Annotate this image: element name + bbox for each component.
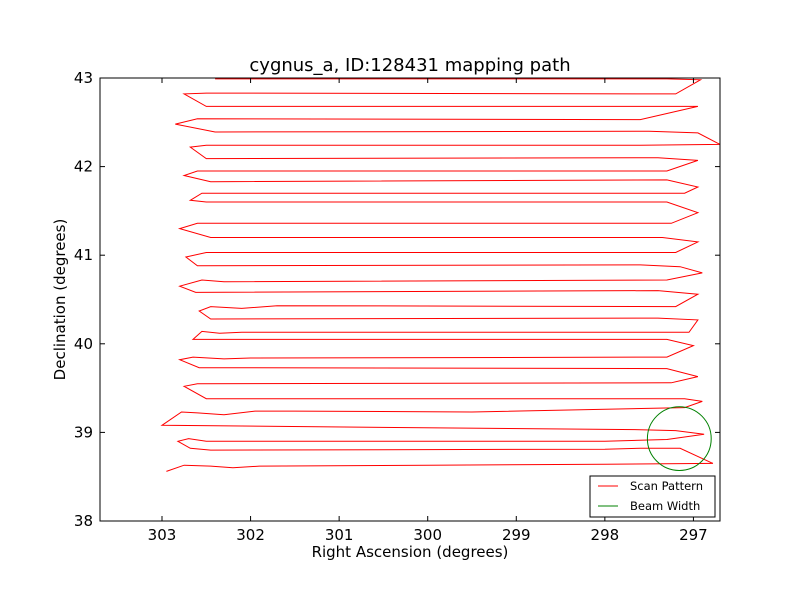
- plot-frame: [99, 77, 721, 522]
- y-tick-label: 38: [74, 512, 93, 530]
- x-tick-label: 297: [679, 526, 708, 544]
- y-axis: 38 39 40 41 42 43: [74, 69, 720, 530]
- x-axis-label: Right Ascension (degrees): [312, 543, 509, 561]
- y-tick-label: 41: [74, 246, 93, 264]
- x-tick-label: 300: [413, 526, 442, 544]
- legend-label-scan-pattern: Scan Pattern: [630, 479, 703, 493]
- y-tick-label: 39: [74, 423, 93, 441]
- y-tick-label: 42: [74, 158, 93, 176]
- x-axis: 303 302 301 300 299 298 297: [148, 78, 708, 544]
- x-tick-label: 299: [502, 526, 531, 544]
- y-tick-label: 43: [74, 69, 93, 87]
- y-axis-label: Declination (degrees): [51, 219, 69, 381]
- series-layer: [160, 78, 720, 472]
- legend-box: [589, 475, 716, 518]
- legend-label-beam-width: Beam Width: [630, 499, 700, 513]
- x-tick-label: 301: [325, 526, 354, 544]
- x-tick-label: 303: [148, 526, 177, 544]
- x-tick-label: 302: [236, 526, 265, 544]
- x-tick-label: 298: [591, 526, 620, 544]
- legend: Scan Pattern Beam Width: [589, 475, 716, 518]
- series-scan-pattern-line: [160, 78, 720, 472]
- series-beam-width-circle: [646, 406, 712, 472]
- y-tick-label: 40: [74, 335, 93, 353]
- chart-title: cygnus_a, ID:128431 mapping path: [249, 55, 570, 76]
